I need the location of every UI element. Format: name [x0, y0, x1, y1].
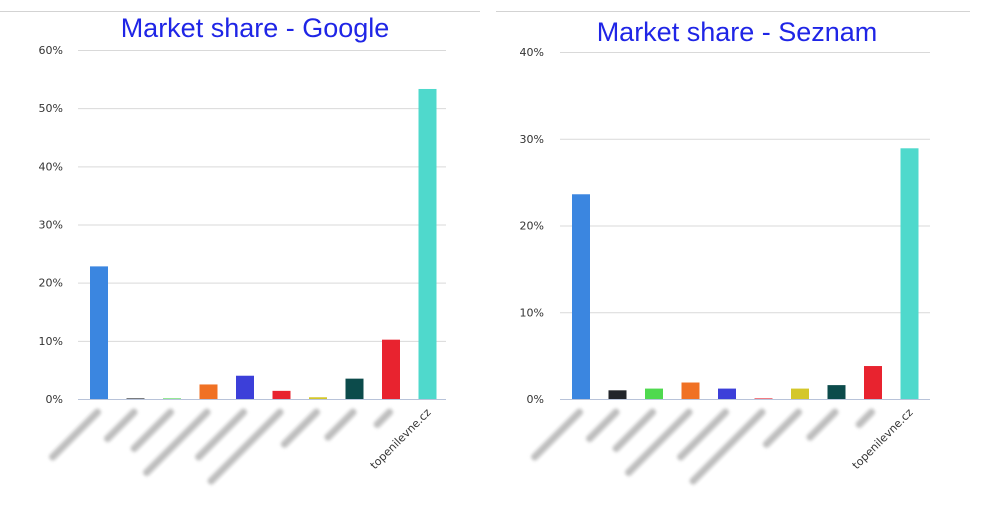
bar	[90, 266, 108, 399]
bar	[827, 385, 846, 399]
bar	[754, 398, 773, 399]
blurred-x-tick-label	[531, 408, 584, 461]
bar	[309, 397, 327, 399]
bar	[199, 384, 218, 399]
blurred-x-tick-label	[280, 408, 321, 448]
blurred-x-tick-label	[103, 408, 138, 443]
y-tick-label: 0%	[527, 393, 544, 406]
bar	[718, 388, 736, 399]
blurred-x-tick-label	[677, 408, 730, 461]
bar	[681, 382, 700, 399]
y-tick-label: 30%	[520, 133, 544, 146]
blurred-x-tick-label	[130, 408, 175, 453]
blurred-x-tick-label	[373, 408, 394, 429]
y-tick-label: 40%	[520, 46, 544, 59]
seznam-market-share-chart: Market share - Seznam 0% 10% 20% 30% 40% top…	[520, 17, 930, 485]
bar	[345, 378, 364, 399]
y-tick-label: 0%	[46, 393, 63, 406]
chart-title: Market share - Seznam	[597, 17, 878, 47]
x-axis-labels: topenilevne.cz	[49, 406, 434, 485]
bar	[608, 390, 627, 399]
blurred-x-tick-label	[195, 408, 248, 461]
y-tick-label: 30%	[39, 219, 63, 232]
bar	[645, 388, 663, 399]
grid	[78, 50, 446, 400]
x-tick-label: topenilevne.cz	[368, 406, 434, 472]
bar	[791, 388, 809, 399]
bar	[418, 88, 437, 399]
bar	[236, 375, 254, 399]
bar	[900, 148, 919, 399]
bar	[572, 194, 590, 399]
bars	[90, 88, 437, 399]
x-axis-labels: topenilevne.cz	[531, 406, 916, 485]
blurred-x-tick-label	[143, 408, 211, 477]
blurred-x-tick-label	[625, 408, 693, 477]
y-tick-label: 40%	[39, 160, 63, 173]
bars	[572, 148, 919, 399]
y-tick-label: 20%	[520, 220, 544, 233]
blurred-x-tick-label	[762, 408, 803, 448]
y-axis-ticks: 0% 10% 20% 30% 40% 50% 60%	[39, 44, 63, 406]
y-tick-label: 20%	[39, 277, 63, 290]
blurred-x-tick-label	[585, 408, 620, 443]
blurred-x-tick-label	[855, 408, 876, 429]
blurred-x-tick-label	[49, 408, 102, 461]
y-tick-label: 60%	[39, 44, 63, 57]
bar	[163, 398, 181, 399]
y-tick-label: 10%	[520, 306, 544, 319]
google-market-share-chart: Market share - Google 0% 10% 20% 30% 40% 50% 6…	[39, 13, 446, 485]
grid	[560, 52, 930, 400]
y-axis-ticks: 0% 10% 20% 30% 40%	[520, 46, 544, 406]
blurred-x-tick-label	[324, 408, 357, 441]
blurred-x-tick-label	[806, 408, 839, 441]
bar	[126, 398, 145, 399]
x-tick-label: topenilevne.cz	[850, 406, 916, 472]
blurred-x-tick-label	[689, 408, 766, 485]
bar	[864, 366, 882, 399]
y-tick-label: 50%	[39, 102, 63, 115]
blurred-x-tick-label	[612, 408, 657, 453]
blurred-x-tick-label	[207, 408, 284, 485]
y-tick-label: 10%	[39, 335, 63, 348]
bar	[382, 339, 400, 399]
chart-title: Market share - Google	[121, 13, 390, 43]
bar	[272, 390, 291, 399]
